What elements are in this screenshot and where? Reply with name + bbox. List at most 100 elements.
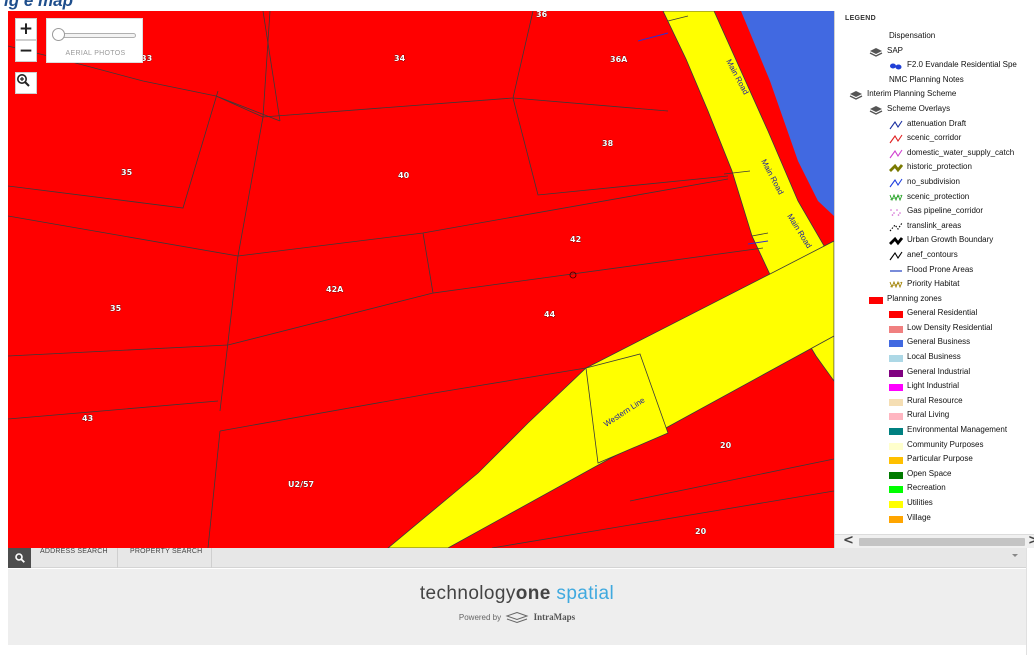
parcel-label: 36 (536, 11, 548, 19)
line-icon (889, 134, 903, 144)
parcel-label: 40 (398, 171, 410, 180)
legend-item: anef_contours (835, 249, 1034, 264)
legend-item: Local Business (835, 351, 1034, 366)
scroll-right-arrow-icon[interactable]: > (1028, 533, 1034, 548)
chevron-down-icon[interactable] (1012, 554, 1018, 557)
legend-item-label: Open Space (907, 468, 952, 478)
flat-line-icon (890, 269, 902, 272)
legend-item-label: Urban Growth Boundary (907, 235, 994, 245)
legend-item-label: F2.0 Evandale Residential Spe (907, 60, 1017, 70)
legend-item-label: scenic_protection (907, 191, 970, 201)
parcel-label: 44 (544, 310, 556, 319)
page-title-strip: ig e map (0, 0, 1034, 11)
parcel-label: 35 (121, 168, 133, 177)
map-view[interactable]: 36 33 34 36A 38 35 40 42 42A 35 44 43 20… (8, 11, 834, 548)
legend-item-label: translink_areas (907, 220, 962, 230)
parcel-label: 43 (82, 414, 93, 423)
legend-item-label: anef_contours (907, 249, 958, 259)
legend-swatch (889, 325, 903, 333)
map-canvas[interactable]: 36 33 34 36A 38 35 40 42 42A 35 44 43 20… (8, 11, 834, 548)
legend-panel: LEGEND Dispensation SAP F2.0 Evandale Resi… (834, 11, 1034, 548)
legend-item-label: NMC Planning Notes (889, 74, 964, 84)
parcel-label: 35 (110, 304, 122, 313)
legend-item: Light Industrial (835, 380, 1034, 395)
legend-item: Village (835, 512, 1034, 527)
legend-item-label: Dispensation (889, 31, 936, 40)
legend-swatch (889, 501, 903, 508)
legend-swatch (889, 486, 903, 494)
zoom-out-button[interactable]: − (15, 40, 37, 62)
hatch-icon (889, 193, 903, 201)
search-icon (14, 553, 25, 563)
legend-item: Interim Planning Scheme (835, 88, 1034, 103)
tab-property-search[interactable]: PROPERTY SEARCH (121, 548, 213, 568)
line-icon (889, 178, 903, 188)
legend-list: Dispensation SAP F2.0 Evandale Residential… (835, 30, 1034, 526)
rail-reserve-parcel (585, 353, 669, 464)
parcel-boundaries (8, 11, 834, 548)
page-title-fragment: ig e map (4, 0, 73, 10)
search-bar: ADDRESS SEARCH PROPERTY SEARCH (8, 548, 1026, 568)
legend-item: F2.0 Evandale Residential Spe (835, 59, 1034, 74)
parcel-label: 20 (695, 527, 707, 536)
scroll-left-arrow-icon[interactable]: < (843, 533, 854, 548)
thick-line-icon (889, 237, 903, 246)
legend-item: Open Space (835, 468, 1034, 483)
brand-text: technology (419, 583, 516, 604)
legend-item-label: scenic_corridor (907, 133, 962, 143)
zoom-in-button[interactable]: + (15, 18, 37, 40)
legend-item-label: Rural Living (907, 410, 950, 420)
legend-swatch (889, 515, 903, 523)
legend-swatch (889, 355, 903, 363)
zoom-area-button[interactable] (15, 72, 37, 94)
parcel-label: 33 (141, 54, 152, 63)
legend-swatch (869, 296, 883, 304)
powered-by-line: Powered by IntraMaps (8, 611, 1026, 624)
aerial-photos-label: AERIAL PHOTOS (65, 50, 126, 57)
legend-item: SAP (835, 45, 1034, 60)
thick-line-icon (889, 164, 903, 173)
legend-item-label: Scheme Overlays (887, 103, 951, 113)
legend-swatch (889, 384, 903, 392)
flood-prone-line (637, 32, 669, 42)
legend-item-label: Interim Planning Scheme (867, 89, 957, 99)
tab-address-search[interactable]: ADDRESS SEARCH (31, 548, 118, 568)
dashed-line-icon (889, 222, 903, 232)
general-business-area (741, 11, 834, 216)
parcel-label: 38 (602, 139, 614, 148)
parcel-label: 20 (720, 441, 732, 450)
legend-item: Urban Growth Boundary (835, 234, 1034, 249)
hatch-icon (889, 280, 903, 289)
dots-icon (890, 209, 901, 216)
line-icon (889, 149, 903, 159)
legend-item: Dispensation (835, 30, 1034, 45)
legend-item-label: Low Density Residential (907, 322, 993, 332)
legend-swatch (889, 413, 903, 421)
legend-item: Flood Prone Areas (835, 264, 1034, 279)
layers-icon (869, 105, 883, 115)
aerial-opacity-slider-handle[interactable] (52, 28, 65, 41)
blob-icon (890, 63, 902, 70)
legend-swatch (889, 311, 903, 319)
legend-swatch (889, 457, 903, 465)
parcel-label: 34 (394, 54, 406, 63)
line-icon (889, 120, 903, 129)
scrollbar-thumb[interactable] (859, 538, 1025, 546)
search-button[interactable] (8, 548, 31, 568)
brand-text: spatial (550, 583, 615, 604)
parcel-label: 42A (326, 285, 344, 294)
aerial-photos-control: AERIAL PHOTOS (46, 18, 143, 63)
intramaps-label: IntraMaps (533, 612, 576, 623)
legend-item-label: Environmental Management (907, 425, 1008, 435)
aerial-opacity-slider-track[interactable] (59, 33, 136, 38)
legend-item: Planning zones (835, 293, 1034, 308)
legend-item-label: historic_protection (907, 162, 972, 172)
legend-item-label: Village (907, 512, 931, 522)
legend-swatch (889, 398, 903, 406)
intramaps-logo-icon (505, 611, 529, 624)
legend-item-label: Particular Purpose (907, 454, 973, 464)
legend-horizontal-scrollbar[interactable]: < > (835, 533, 1034, 548)
legend-title: LEGEND (845, 15, 876, 22)
technologyone-logo: technologyone spatial (8, 583, 1026, 605)
layers-icon (849, 91, 863, 101)
